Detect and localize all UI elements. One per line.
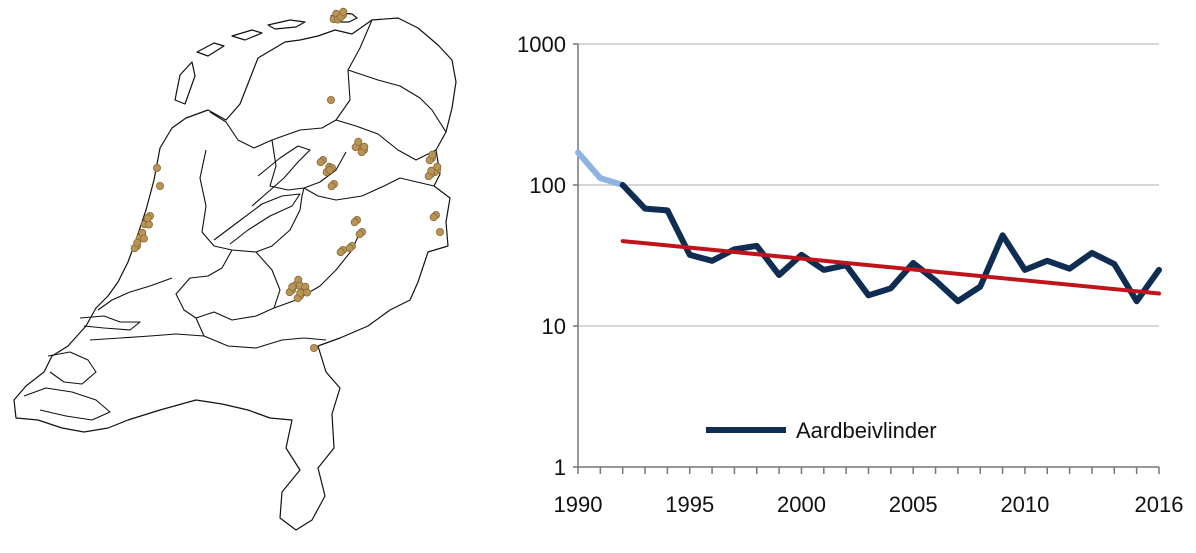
map-coast xyxy=(23,387,111,421)
map-dot xyxy=(339,7,348,16)
y-tick-label: 1000 xyxy=(517,32,566,57)
map-dot xyxy=(360,142,369,151)
x-tick-label: 1990 xyxy=(554,492,603,517)
map-dot xyxy=(144,220,153,229)
y-tick-label: 1 xyxy=(554,455,566,480)
map-coast xyxy=(251,145,311,207)
map-island xyxy=(196,42,225,57)
map-island xyxy=(267,19,306,30)
map-dot xyxy=(325,166,334,175)
map-province-border xyxy=(269,139,347,191)
map-dot xyxy=(345,244,354,253)
y-tick-label: 100 xyxy=(529,173,566,198)
x-tick-label: 2010 xyxy=(1000,492,1049,517)
map-dot xyxy=(427,166,436,175)
series-line-early xyxy=(575,149,626,188)
map-province-border xyxy=(209,19,373,149)
map-dot xyxy=(429,213,438,222)
map-province-border xyxy=(199,149,305,253)
map-dot xyxy=(152,163,161,172)
map-dot xyxy=(302,288,311,297)
map-island xyxy=(231,29,263,41)
map-dot xyxy=(139,234,148,243)
netherlands-map xyxy=(13,7,457,531)
map-observation-dots xyxy=(130,7,444,352)
map-province-border xyxy=(175,249,281,321)
map-dot xyxy=(326,96,335,105)
map-province-border xyxy=(303,177,435,201)
series-line-aardbeivlinder xyxy=(619,182,1162,305)
x-tick-label: 2000 xyxy=(777,492,826,517)
map-dot xyxy=(133,238,142,247)
map-coast xyxy=(47,351,97,385)
x-tick-label: 2016 xyxy=(1135,492,1184,517)
map-country-outline xyxy=(13,17,457,531)
map-dot xyxy=(433,162,442,171)
map-province-border xyxy=(89,333,205,341)
map-dot xyxy=(316,158,325,167)
map-dot xyxy=(336,248,345,257)
map-dot xyxy=(428,150,437,159)
map-dot xyxy=(354,137,363,146)
map-dot xyxy=(350,218,359,227)
map-province-border xyxy=(97,277,173,311)
map-dot xyxy=(296,288,305,297)
map-coast xyxy=(79,315,141,331)
map-province-border xyxy=(335,119,437,161)
map-dot xyxy=(435,227,444,236)
map-province-border xyxy=(347,69,447,133)
x-tick-label: 1995 xyxy=(665,492,714,517)
map-island xyxy=(174,61,196,105)
map-coast xyxy=(213,193,301,245)
map-dot xyxy=(143,214,152,223)
map-dot xyxy=(309,343,318,352)
population-trend-chart: 1 10 100 1000 1990 1995 2000 2005 2010 2016 Aard… xyxy=(517,32,1184,517)
x-tick-label: 2005 xyxy=(889,492,938,517)
trend-line xyxy=(620,239,1161,296)
y-tick-label: 10 xyxy=(542,314,566,339)
map-dot xyxy=(288,282,297,291)
map-dot xyxy=(155,181,164,190)
map-dot xyxy=(327,182,336,191)
legend-label: Aardbeivlinder xyxy=(796,418,937,443)
map-dot xyxy=(355,230,364,239)
